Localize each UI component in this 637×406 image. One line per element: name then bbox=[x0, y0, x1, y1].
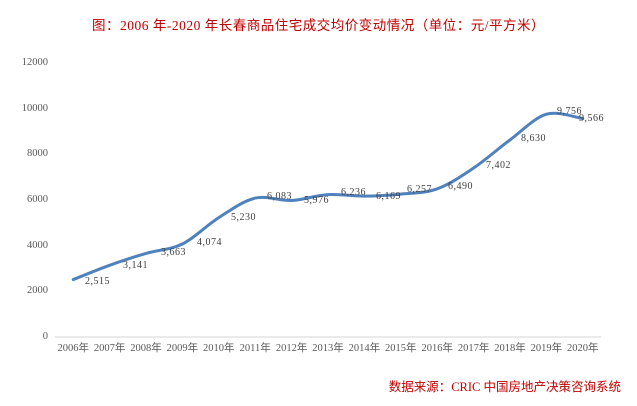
x-axis-tick-label: 2018年 bbox=[494, 343, 526, 354]
x-axis-tick-label: 2006年 bbox=[57, 343, 89, 354]
y-axis-tick-label: 10000 bbox=[21, 102, 48, 114]
y-axis-tick-label: 12000 bbox=[21, 57, 48, 68]
x-axis-tick-label: 2020年 bbox=[567, 343, 599, 354]
x-axis-tick-label: 2007年 bbox=[93, 343, 126, 354]
data-point-label: 3,663 bbox=[161, 247, 186, 258]
x-axis-tick-label: 2010年 bbox=[203, 343, 235, 354]
data-point-label: 6,490 bbox=[448, 181, 473, 192]
x-axis-tick-label: 2014年 bbox=[348, 343, 381, 354]
x-axis-tick-label: 2019年 bbox=[530, 343, 563, 354]
price-series-line bbox=[71, 111, 585, 282]
data-point-label: 9,566 bbox=[579, 113, 604, 124]
y-axis-tick-label: 0 bbox=[42, 331, 48, 342]
data-point-label: 6,257 bbox=[407, 184, 432, 195]
x-axis-tick-label: 2011年 bbox=[239, 343, 271, 354]
data-source-note: 数据来源：CRIC 中国房地产决策咨询系统 bbox=[388, 380, 621, 394]
data-point-label: 3,141 bbox=[123, 260, 148, 271]
data-point-label: 6,169 bbox=[376, 191, 401, 202]
x-axis-tick-label: 2012年 bbox=[275, 343, 308, 354]
data-point-label: 5,976 bbox=[304, 195, 329, 206]
data-point-label: 7,402 bbox=[486, 160, 511, 171]
y-axis-tick-label: 2000 bbox=[27, 285, 48, 297]
data-point-label: 6,236 bbox=[341, 187, 366, 198]
x-axis-tick-label: 2008年 bbox=[130, 343, 162, 354]
data-point-label: 6,083 bbox=[267, 191, 292, 202]
x-axis-tick-label: 2013年 bbox=[312, 343, 344, 354]
chart-title: 图：2006 年-2020 年长春商品住宅成交均价变动情况（单位：元/平方米） bbox=[92, 18, 545, 33]
data-point-label: 5,230 bbox=[231, 212, 256, 223]
y-axis-tick-label: 4000 bbox=[27, 239, 48, 251]
x-axis-tick-label: 2015年 bbox=[385, 343, 417, 354]
y-axis-tick-label: 8000 bbox=[27, 148, 48, 160]
y-axis-tick-label: 6000 bbox=[27, 194, 48, 205]
data-point-label: 8,630 bbox=[521, 133, 546, 144]
data-point-label: 4,074 bbox=[197, 237, 222, 248]
x-axis-tick-label: 2016年 bbox=[421, 343, 453, 354]
x-axis-tick-label: 2017年 bbox=[457, 343, 490, 354]
data-point-label: 2,515 bbox=[85, 276, 110, 287]
x-axis-tick-label: 2009年 bbox=[166, 343, 199, 354]
data-point-label: 9,756 bbox=[557, 106, 582, 117]
